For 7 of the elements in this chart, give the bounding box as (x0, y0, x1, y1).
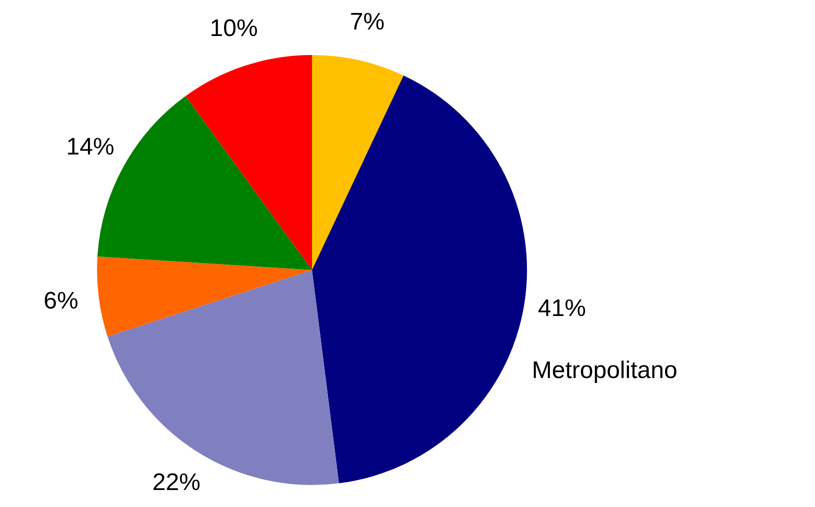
data-label: 22% (152, 469, 200, 496)
data-label: 41% (538, 295, 586, 322)
data-label: 10% (210, 15, 258, 42)
data-label: 7% (350, 8, 385, 36)
slice-label: Metropolitano (532, 357, 678, 384)
data-label: 6% (44, 287, 78, 314)
data-label: 14% (66, 134, 114, 161)
